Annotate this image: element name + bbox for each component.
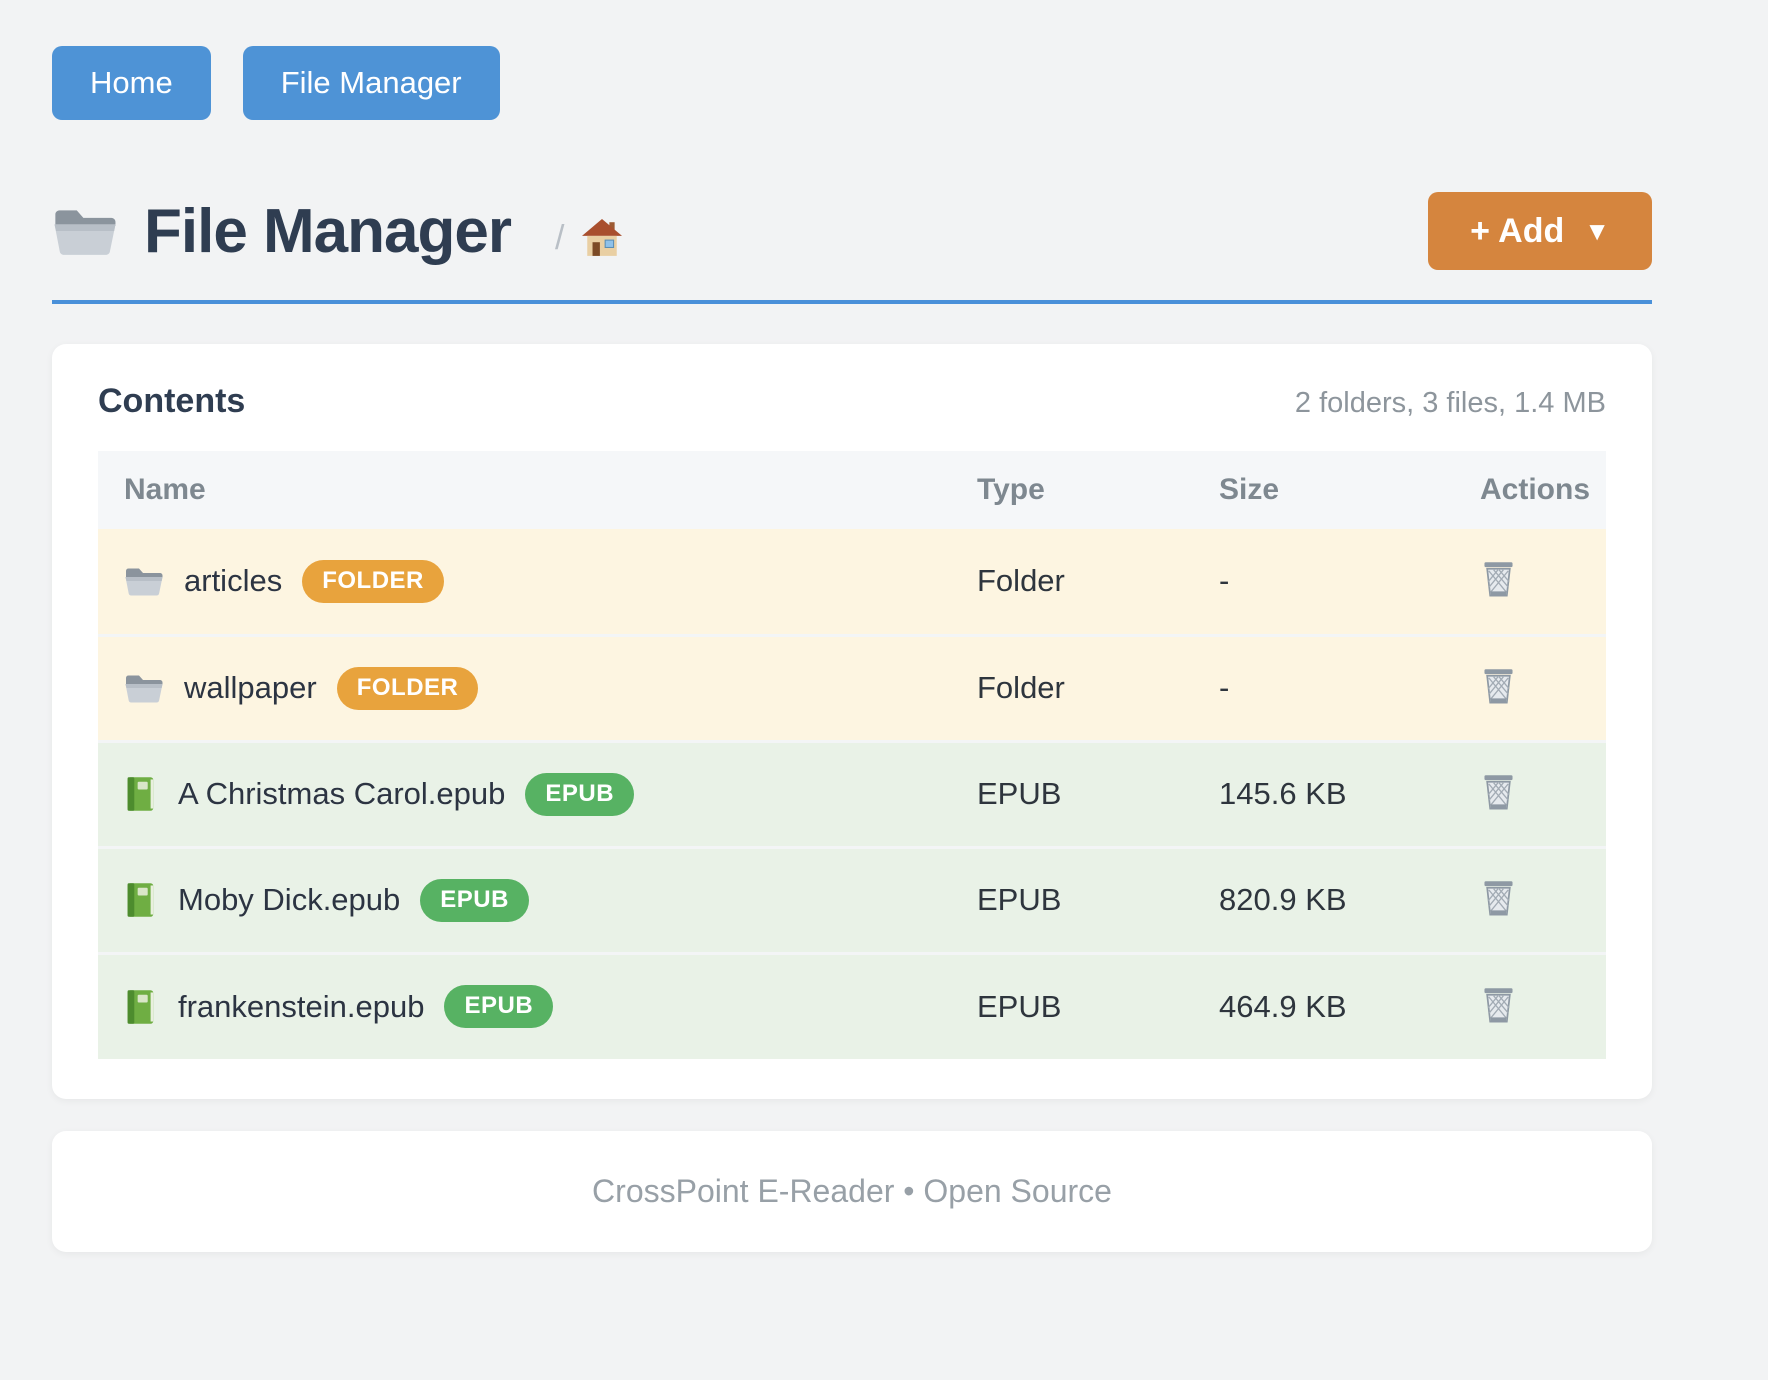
delete-button[interactable] (1480, 878, 1517, 922)
trash-icon (1480, 559, 1517, 600)
page-title: File Manager (144, 196, 512, 266)
type-cell: Folder (951, 529, 1193, 635)
home-button[interactable]: Home (52, 46, 211, 120)
size-cell: 145.6 KB (1193, 739, 1454, 847)
page-header: File Manager / + Add ▼ (52, 192, 1652, 270)
delete-button[interactable] (1480, 985, 1517, 1029)
contents-summary: 2 folders, 3 files, 1.4 MB (1294, 387, 1606, 419)
footer-card: CrossPoint E-Reader • Open Source (52, 1131, 1652, 1252)
type-badge: FOLDER (336, 666, 479, 710)
trash-icon (1480, 666, 1517, 707)
type-cell: Folder (951, 633, 1193, 741)
breadcrumb-separator: / (555, 218, 565, 257)
column-header-type: Type (951, 451, 1193, 529)
type-cell: EPUB (951, 951, 1193, 1059)
type-badge: EPUB (444, 985, 554, 1029)
delete-button[interactable] (1480, 666, 1517, 710)
table-row[interactable]: articles FOLDER Folder - (98, 529, 1606, 635)
folder-icon (124, 671, 164, 705)
type-badge: EPUB (420, 878, 529, 922)
column-header-size: Size (1193, 451, 1454, 529)
table-row[interactable]: A Christmas Carol.epub EPUB EPUB 145.6 K… (98, 739, 1606, 847)
size-cell: - (1193, 633, 1454, 741)
contents-card: Contents 2 folders, 3 files, 1.4 MB Name… (52, 344, 1652, 1099)
folder-icon (52, 203, 118, 259)
file-table: Name Type Size Actions articles FOLDER (98, 451, 1606, 1059)
trash-icon (1480, 878, 1517, 919)
file-name[interactable]: Moby Dick.epub (178, 882, 401, 917)
type-cell: EPUB (951, 845, 1193, 953)
size-cell: - (1193, 529, 1454, 635)
column-header-name: Name (98, 451, 951, 529)
size-cell: 464.9 KB (1193, 951, 1454, 1059)
type-badge: FOLDER (302, 559, 444, 603)
table-header-row: Name Type Size Actions (98, 451, 1606, 529)
title-underline (52, 300, 1652, 304)
contents-heading: Contents (98, 382, 246, 420)
add-button[interactable]: + Add ▼ (1428, 192, 1652, 270)
book-icon (124, 988, 158, 1026)
add-button-label: + Add (1470, 211, 1565, 250)
type-badge: EPUB (525, 772, 635, 816)
trash-icon (1480, 772, 1517, 813)
file-name[interactable]: A Christmas Carol.epub (178, 776, 506, 811)
table-row[interactable]: wallpaper FOLDER Folder - (98, 633, 1606, 741)
table-row[interactable]: frankenstein.epub EPUB EPUB 464.9 KB (98, 951, 1606, 1059)
column-header-actions: Actions (1454, 451, 1606, 529)
delete-button[interactable] (1480, 772, 1517, 816)
file-name[interactable]: frankenstein.epub (178, 988, 425, 1024)
book-icon (124, 881, 158, 919)
file-name[interactable]: articles (184, 563, 283, 599)
chevron-down-icon: ▼ (1584, 215, 1610, 246)
file-manager-button[interactable]: File Manager (242, 46, 500, 120)
folder-icon (124, 564, 164, 598)
table-row[interactable]: Moby Dick.epub EPUB EPUB 820.9 KB (98, 845, 1606, 953)
footer-text: CrossPoint E-Reader • Open Source (592, 1173, 1112, 1209)
delete-button[interactable] (1480, 559, 1517, 603)
trash-icon (1480, 985, 1517, 1026)
file-name[interactable]: wallpaper (184, 670, 317, 705)
page: Home File Manager File Manager / + Add ▼… (52, 46, 1652, 1252)
size-cell: 820.9 KB (1193, 845, 1454, 953)
type-cell: EPUB (951, 739, 1193, 847)
nav-bar: Home File Manager (52, 46, 1652, 120)
breadcrumb: / (555, 218, 624, 258)
book-icon (124, 775, 158, 813)
house-icon[interactable] (580, 218, 624, 258)
